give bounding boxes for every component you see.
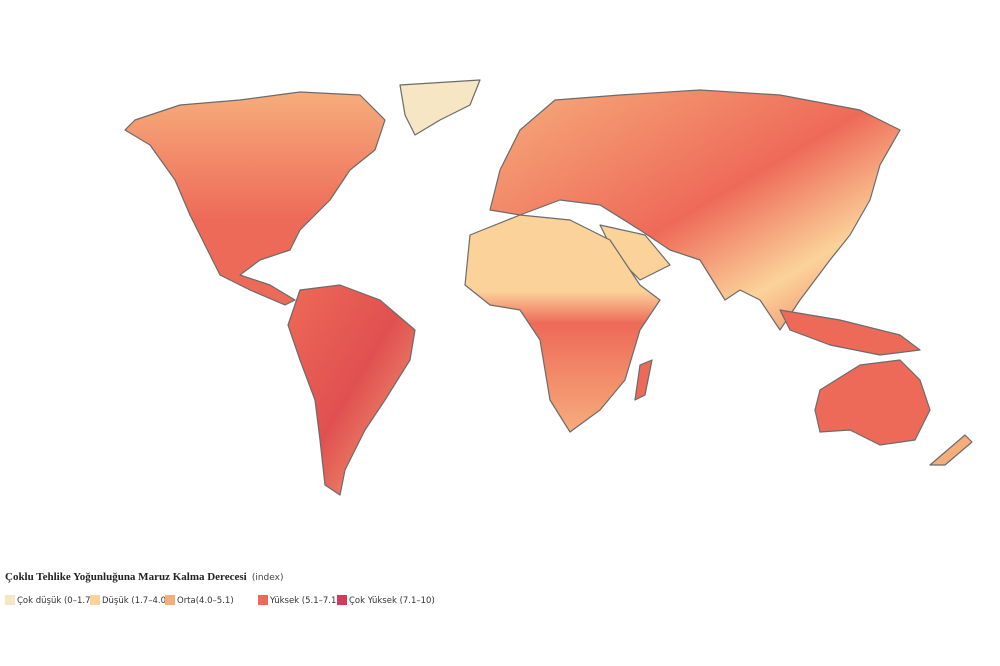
legend-title-text: Çoklu Tehlike Yoğunluğuna Maruz Kalma De… [5,571,247,583]
madagascar [634,359,653,401]
africa [464,214,661,433]
australia [814,359,931,446]
legend-label: Çok düşük (0–1.7) [17,596,94,606]
legend-swatch [165,595,175,605]
legend-label: Çok Yüksek (7.1–10) [349,596,435,606]
europe-asia [489,89,901,331]
south-america [287,284,416,496]
greenland [399,79,481,136]
legend-swatch [337,595,347,605]
legend-label: Yüksek (5.1–7.1) [269,596,340,606]
legend-unit: (index) [252,573,284,583]
legend-label: Orta(4.0–5.1) [177,596,234,606]
legend-swatch [90,595,100,605]
legend-swatch [258,595,268,605]
legend: Çoklu Tehlike Yoğunluğuna Maruz Kalma De… [5,565,435,606]
new-zealand [929,434,973,466]
legend-title: Çoklu Tehlike Yoğunluğuna Maruz Kalma De… [5,565,283,584]
north-america [124,91,386,306]
world-map [124,79,973,496]
legend-swatch [5,595,15,605]
indonesia [779,309,921,356]
legend-label: Düşük (1.7–4.0) [102,596,169,606]
